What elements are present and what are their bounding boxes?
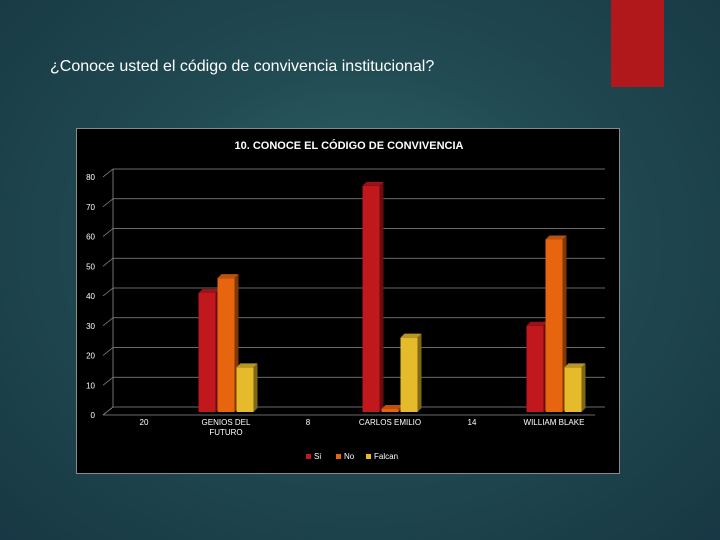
y-tick-label: 50 [86, 262, 95, 271]
legend-item-no: No [336, 452, 355, 461]
bar-front [381, 409, 399, 412]
y-tick-label: 10 [86, 381, 95, 390]
bar-top [400, 333, 422, 338]
bar-front [526, 325, 544, 412]
bar-side [253, 363, 258, 412]
bar-side [581, 363, 586, 412]
y-tick-label: 0 [91, 411, 96, 420]
y-tick-label: 30 [86, 322, 95, 331]
y-tick-label: 40 [86, 292, 95, 301]
x-category-label: CARLOS EMILIO [359, 418, 421, 427]
bar-si-3 [362, 181, 384, 412]
bar-front [236, 367, 254, 412]
bar-falcan-5 [564, 363, 586, 412]
bar-chart: 10. CONOCE EL CÓDIGO DE CONVIVENCIA 0 10 2… [86, 139, 605, 461]
bar-front [564, 367, 582, 412]
legend-label: Si [314, 452, 321, 461]
gridline-side [102, 287, 114, 297]
chart-panel: 10. CONOCE EL CÓDIGO DE CONVIVENCIA 0 10 2… [76, 128, 620, 474]
gridline-side [102, 406, 114, 416]
bar-no-1 [217, 274, 239, 412]
x-category-label: 20 [140, 418, 149, 427]
bar-top [564, 363, 586, 368]
bar-front [362, 185, 380, 412]
x-category-label: WILLIAM BLAKE [524, 418, 585, 427]
bar-falcan-1 [236, 363, 258, 412]
chart-title: 10. CONOCE EL CÓDIGO DE CONVIVENCIA [234, 139, 463, 152]
bar-front [217, 278, 235, 412]
y-tick-label: 60 [86, 233, 95, 242]
y-tick-label: 80 [86, 173, 95, 182]
slide-title: ¿Conoce usted el código de convivencia i… [50, 58, 435, 75]
bar-no-3 [381, 405, 403, 412]
x-category-label: GENIOS DEL FUTURO [202, 418, 251, 437]
x-category-label: 8 [306, 418, 311, 427]
legend-swatch [366, 454, 371, 459]
x-category-label: 14 [468, 418, 477, 427]
bar-no-5 [545, 235, 567, 412]
bar-front [198, 293, 216, 412]
bar-side [379, 181, 384, 412]
bar-si-5 [526, 321, 548, 412]
bar-top [526, 321, 548, 326]
bar-side [417, 333, 422, 412]
legend-label: Falcan [374, 452, 398, 461]
bar-top [545, 235, 567, 240]
bar-top [381, 405, 403, 410]
bar-top [236, 363, 258, 368]
gridline-side [102, 228, 114, 237]
bar-front [400, 337, 418, 412]
bar-front [545, 239, 563, 412]
bar-falcan-3 [400, 333, 422, 412]
y-tick-label: 20 [86, 352, 95, 361]
gridline-side [102, 257, 114, 267]
gridline-side [102, 198, 114, 208]
legend-item-falcan: Falcan [366, 452, 398, 461]
gridline-side [102, 317, 114, 327]
legend-label: No [344, 452, 355, 461]
bar-si-1 [198, 289, 220, 412]
bar-top [198, 289, 220, 293]
bar-top [217, 274, 239, 279]
y-tick-label: 70 [86, 203, 95, 212]
legend-item-si: Si [306, 452, 321, 461]
gridline-side [102, 347, 114, 356]
bar-top [362, 181, 384, 186]
red-accent-block [611, 0, 664, 87]
gridline-side [102, 376, 114, 386]
legend-swatch [336, 454, 341, 459]
gridline-side [102, 168, 114, 178]
legend-swatch [306, 454, 311, 459]
